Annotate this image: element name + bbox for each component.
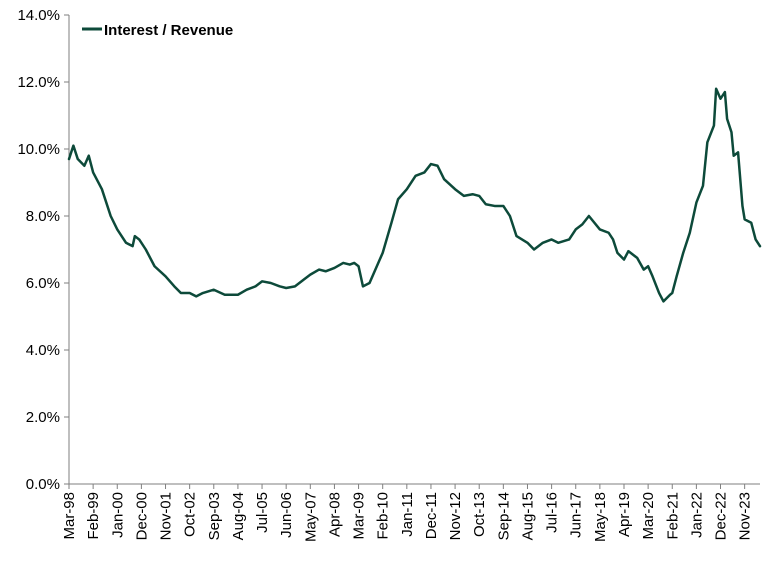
x-tick-label: Feb-21 [664, 492, 681, 540]
x-tick-label: Apr-08 [326, 492, 343, 537]
x-tick-label: Jan-00 [109, 492, 126, 538]
x-tick-label: Mar-09 [351, 492, 368, 540]
x-tick-label: Aug-04 [230, 492, 247, 540]
x-tick-label: Mar-98 [61, 492, 78, 540]
legend: Interest / Revenue [82, 22, 233, 39]
y-tick-label: 8.0% [26, 208, 60, 225]
y-tick-label: 4.0% [26, 342, 60, 359]
x-tick-label: Oct-13 [471, 492, 488, 537]
y-tick-label: 12.0% [17, 74, 60, 91]
y-tick-label: 14.0% [17, 7, 60, 24]
x-tick-label: Nov-23 [737, 492, 754, 540]
y-axis: 0.0% 2.0% 4.0% 6.0% 8.0% 10.0% 12.0% 14.0% [17, 7, 69, 493]
x-tick-label: Nov-12 [447, 492, 464, 540]
x-tick-label: Jun-06 [278, 492, 295, 538]
series-layer [67, 87, 762, 303]
x-tick-label: Feb-10 [375, 492, 392, 540]
x-tick-label: Nov-01 [158, 492, 175, 540]
x-tick-label: Jun-17 [568, 492, 585, 538]
x-tick-label: Jan-11 [399, 492, 416, 537]
x-tick-label: Jul-05 [254, 492, 271, 533]
y-tick-label: 10.0% [17, 141, 60, 158]
x-tick-label: Dec-22 [713, 492, 730, 540]
x-tick-label: Sep-03 [206, 492, 223, 540]
x-tick-label: Dec-11 [423, 492, 440, 539]
y-tick-label: 2.0% [26, 409, 60, 426]
x-tick-label: Jan-22 [688, 492, 705, 538]
axis-lines [68, 15, 760, 485]
x-tick-label: Dec-00 [133, 492, 150, 540]
x-tick-label: May-07 [302, 492, 319, 542]
x-tick-label: Oct-02 [182, 492, 199, 537]
x-tick-label: May-18 [592, 492, 609, 542]
y-tick-label: 0.0% [26, 476, 60, 493]
series-line [67, 87, 762, 303]
y-tick-label: 6.0% [26, 275, 60, 292]
legend-label: Interest / Revenue [104, 22, 233, 39]
x-tick-label: Feb-99 [85, 492, 102, 540]
x-tick-label: Sep-14 [495, 492, 512, 540]
x-tick-label: Mar-20 [640, 492, 657, 540]
x-tick-label: Apr-19 [616, 492, 633, 537]
x-tick-label: Aug-15 [519, 492, 536, 540]
x-tick-label: Jul-16 [544, 492, 561, 533]
x-axis: Mar-98 Feb-99 Jan-00 Dec-00 Nov-01 Oct-02 Sep-… [61, 484, 754, 542]
